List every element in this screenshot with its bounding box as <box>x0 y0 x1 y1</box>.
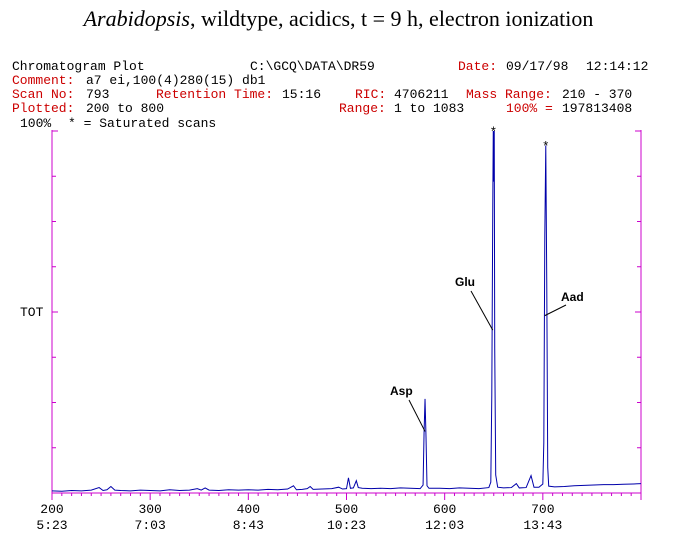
x-tick-label-time: 5:23 <box>36 518 67 533</box>
x-tick-label-scan: 500 <box>335 502 358 517</box>
tot-label: TOT <box>20 305 44 320</box>
mass-range-label: Mass Range: <box>466 87 552 102</box>
annotation-leader-line <box>470 290 494 331</box>
plotted-label: Plotted: <box>12 101 75 116</box>
plotted-value: 200 to 800 <box>86 101 165 116</box>
saturated-mark: * <box>542 139 550 154</box>
date-value: 09/17/98 <box>506 59 569 74</box>
comment-label: Comment: <box>12 73 75 88</box>
title-rest: , wildtype, acidics, t = 9 h, electron i… <box>189 6 594 31</box>
range-value: 1 to 1083 <box>394 101 465 116</box>
annotation-label: Asp <box>390 384 413 398</box>
ric-label: RIC: <box>355 87 387 102</box>
x-tick-label-time: 8:43 <box>233 518 264 533</box>
time-value: 12:14:12 <box>586 59 649 74</box>
scan-label: Scan No: <box>12 87 75 102</box>
title-italic: Arabidopsis <box>83 6 190 31</box>
chart-title: Arabidopsis, wildtype, acidics, t = 9 h,… <box>0 6 677 32</box>
annotation-label: Glu <box>455 275 475 289</box>
chromatogram-trace <box>51 130 642 492</box>
hundred-percent-value: 197813408 <box>562 101 633 116</box>
annotation-leader-line <box>544 304 567 317</box>
range-label: Range: <box>339 101 386 116</box>
annotation-label: Aad <box>561 290 584 304</box>
x-tick-label-scan: 700 <box>531 502 554 517</box>
x-tick-label-time: 7:03 <box>135 518 166 533</box>
scan-value: 793 <box>86 87 110 102</box>
x-tick-label-time: 12:03 <box>425 518 464 533</box>
hundred-percent-label: 100% = <box>506 101 553 116</box>
rt-label: Retention Time: <box>156 87 274 102</box>
plot-name: Chromatogram Plot <box>12 59 145 74</box>
pct-label: 100% <box>20 116 52 131</box>
saturated-mark: * <box>490 125 498 140</box>
x-tick-label-scan: 600 <box>433 502 456 517</box>
rt-value: 15:16 <box>282 87 322 102</box>
data-path: C:\GCQ\DATA\DR59 <box>250 59 375 74</box>
x-tick-label-time: 10:23 <box>327 518 366 533</box>
saturated-note: * = Saturated scans <box>68 116 217 131</box>
x-tick-label-scan: 200 <box>40 502 63 517</box>
x-tick-label-scan: 300 <box>138 502 161 517</box>
mass-range-value: 210 - 370 <box>562 87 633 102</box>
annotation-leader-line <box>408 399 426 432</box>
ric-value: 4706211 <box>394 87 449 102</box>
x-tick-label-scan: 400 <box>237 502 260 517</box>
comment-value: a7 ei,100(4)280(15) db1 <box>86 73 266 88</box>
x-tick-label-time: 13:43 <box>523 518 562 533</box>
date-label: Date: <box>458 59 498 74</box>
